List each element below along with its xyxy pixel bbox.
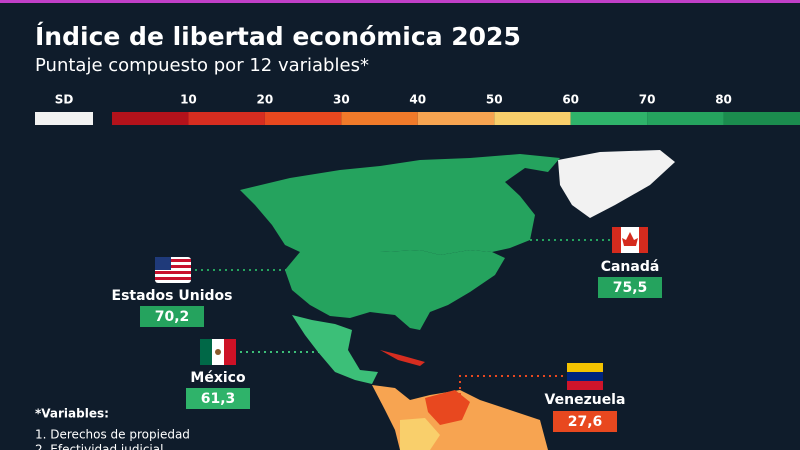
cuba-shape	[380, 350, 425, 366]
nodata-label: SD	[55, 93, 74, 107]
colombia-shape	[400, 418, 440, 450]
country-name: Venezuela	[545, 392, 626, 408]
legend-segment	[417, 112, 495, 125]
legend-tick-label: 80	[715, 93, 732, 107]
mexico-shape	[292, 315, 378, 384]
value-label: 70,2	[155, 309, 190, 325]
value-label: 27,6	[568, 414, 603, 430]
legend-segment	[112, 112, 189, 125]
legend-segment	[723, 112, 800, 125]
legend-segment	[264, 112, 342, 125]
flag-venezuela	[567, 363, 603, 390]
greenland	[558, 150, 675, 218]
country-name: Canadá	[601, 259, 660, 275]
legend-tick-label: 50	[486, 93, 503, 107]
note-item: 2. Efectividad judicial	[35, 443, 163, 450]
legend-segment	[494, 112, 571, 125]
value-box	[140, 306, 204, 327]
subtitle: Puntaje compuesto por 12 variables*	[35, 55, 369, 76]
legend-tick-label: 40	[409, 93, 426, 107]
legend-segment	[570, 112, 648, 125]
connector	[459, 375, 565, 395]
value-box	[553, 411, 617, 432]
flag-canada	[612, 227, 648, 253]
legend-segment	[341, 112, 418, 125]
title: Índice de libertad económica 2025	[35, 22, 521, 51]
note-item: 1. Derechos de propiedad	[35, 428, 190, 442]
legend-segment	[188, 112, 265, 125]
value-box	[598, 277, 662, 298]
connectors	[195, 239, 612, 395]
flag-mexico	[200, 339, 236, 365]
notes-title: *Variables:	[35, 407, 109, 421]
legend-tick-label: 60	[562, 93, 579, 107]
legend-segment	[647, 112, 724, 125]
legend-tick-label: 10	[180, 93, 197, 107]
canada-shape	[240, 154, 560, 255]
legend-tick-label: 70	[639, 93, 656, 107]
legend-tick-label: 20	[257, 93, 274, 107]
country-name: México	[190, 370, 246, 386]
legend-tick-label: 30	[333, 93, 350, 107]
value-box	[186, 388, 250, 409]
top-border	[0, 0, 800, 3]
value-label: 61,3	[201, 391, 236, 407]
usa-shape	[285, 250, 505, 330]
venezuela-shape	[425, 390, 470, 425]
value-label: 75,5	[613, 280, 648, 296]
country-name: Estados Unidos	[112, 288, 233, 304]
flag-usa	[155, 257, 191, 283]
map	[240, 150, 675, 450]
nodata-swatch	[35, 112, 93, 125]
